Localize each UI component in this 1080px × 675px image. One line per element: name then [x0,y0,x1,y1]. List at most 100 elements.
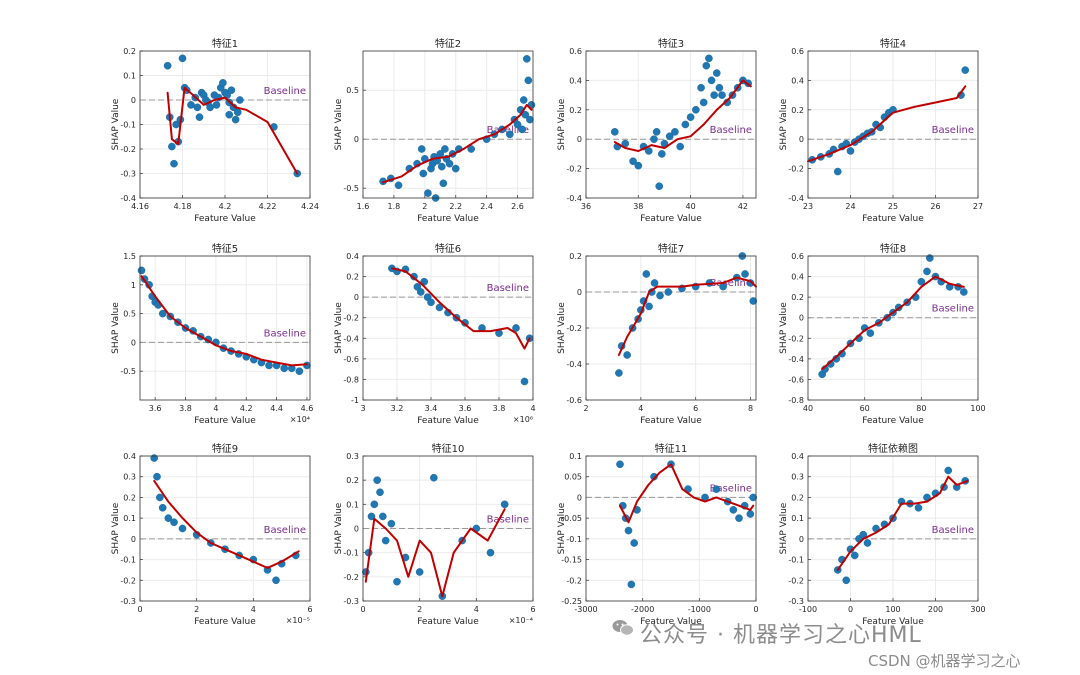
data-point [524,76,533,85]
data-point [656,291,664,300]
y-tick-label: 0.05 [564,473,582,482]
y-tick-label: -0.2 [343,314,359,323]
y-tick-label: -0.2 [788,334,804,343]
data-point [416,288,425,296]
y-tick-label: -0.5 [120,367,136,376]
data-point [681,120,690,129]
trend-curve [617,276,757,356]
data-point [424,189,432,197]
x-tick-label: 2 [417,605,422,614]
x-tick-label: 27 [973,202,983,211]
subplot-2: 1.6 1.8 2 2.2 2.4 2.6 -0.5 0 0.5 Baseline 特征2 Featu… [334,38,536,224]
axes-frame [362,50,534,199]
data-point [642,270,651,278]
subplot-title: 特征7 [658,243,684,255]
y-tick-label: -0.8 [788,396,804,405]
data-point [427,298,435,307]
data-point [227,86,236,94]
data-point [705,54,713,63]
y-tick-label: 0 [799,314,804,323]
x-tick-label: -1000 [688,605,711,614]
y-tick-label: 0.5 [123,310,136,319]
data-point [280,364,288,373]
y-tick-label: 0.4 [346,252,359,261]
data-point [833,167,842,176]
data-point [712,485,721,493]
data-point [381,536,390,545]
data-point [506,130,514,139]
y-tick-label: 0.1 [123,72,136,81]
data-point [526,115,534,124]
data-point [387,519,396,528]
x-tick-label: 38 [633,202,643,211]
watermark-main: 公众号 · 机器学习之心HML [640,623,922,648]
x-tick-label: 100 [885,605,900,614]
x-tick-label: 25 [888,202,898,211]
data-point [961,66,970,74]
trend-curve [153,479,300,569]
y-tick-label: -0.2 [120,576,136,585]
x-axis-label: Feature Value [862,416,924,426]
y-tick-label: 0.3 [123,473,136,482]
y-tick-label: -0.8 [343,375,359,384]
subplot-title: 特征1 [212,38,238,50]
x-tick-label: 100 [970,404,985,413]
y-tick-label: 1.5 [123,252,136,261]
x-tick-label: 200 [928,605,943,614]
data-point [707,76,716,85]
data-point [445,159,454,168]
trend-curve [390,267,531,350]
y-tick-label: 0 [131,535,136,544]
x-exponent-label: ×10⁴ [290,415,310,424]
data-point [523,55,531,63]
data-point [187,101,195,109]
x-tick-label: 3.2 [391,404,404,413]
y-tick-label: 0 [131,96,136,105]
x-axis-label: Feature Value [640,416,702,426]
data-point [195,113,204,121]
y-tick-label: -0.4 [120,194,136,203]
subplot-8: 40 60 80 100 -0.8 -0.6 -0.4 -0.2 0 0.2 0.4 0.6 Basel… [779,243,986,426]
data-point [435,303,444,312]
x-tick-label: 3 [360,404,365,413]
y-tick-label: -0.1 [566,535,582,544]
subplot-title: 特征5 [212,243,238,255]
data-point [645,302,653,311]
x-tick-label: 2 [194,605,199,614]
x-axis-label: Feature Value [640,214,702,224]
baseline-label: Baseline [264,86,306,97]
data-point [518,125,526,134]
x-tick-label: 4.22 [259,202,277,211]
y-tick-label: 0.6 [569,47,582,56]
y-tick-label: -0.2 [566,324,582,333]
data-point [699,98,708,107]
subplot-10: 0 2 4 6 -0.3 -0.2 -0.1 0 0.1 0.2 0.3 Baseline 特征10 Fe… [334,443,536,627]
x-tick-label: -100 [799,605,817,614]
data-point [164,514,173,522]
x-axis-label: Feature Value [862,617,924,627]
data-point [926,254,934,262]
x-tick-label: 2.2 [449,202,462,211]
data-point [634,161,643,170]
x-exponent-label: ×10⁶ [513,415,533,424]
x-tick-label: 1.6 [357,202,370,211]
y-axis-label: SHAP Value [334,302,344,354]
subplot-title: 特征依赖图 [868,442,918,455]
y-tick-label: 0.1 [791,514,804,523]
x-tick-label: 4 [474,605,479,614]
x-tick-label: 3.8 [179,404,192,413]
x-tick-label: -3000 [574,605,597,614]
trend-curve [140,275,308,367]
x-tick-label: 300 [970,605,985,614]
data-point [451,164,460,173]
x-tick-label: 4 [213,404,218,413]
x-tick-label: 4.2 [240,404,253,413]
y-axis-label: SHAP Value [557,98,567,150]
x-tick-label: 40 [803,404,813,413]
x-axis-label: Feature Value [417,617,479,627]
data-point [430,473,438,482]
y-axis-label: SHAP Value [111,98,121,150]
x-tick-label: 8 [748,404,753,413]
baseline-label: Baseline [932,304,974,315]
x-axis-label: Feature Value [194,617,256,627]
